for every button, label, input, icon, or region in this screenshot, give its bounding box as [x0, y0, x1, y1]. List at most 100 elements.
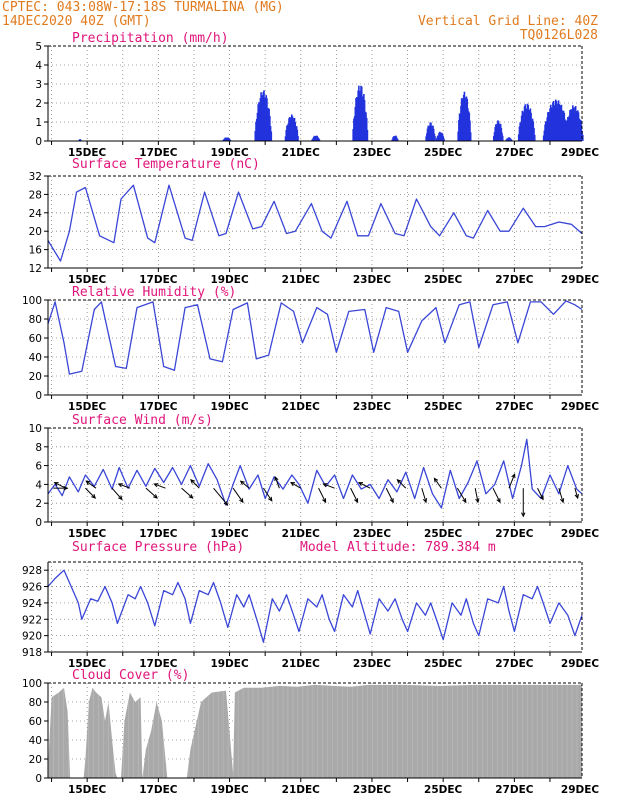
wind-vector-head [190, 478, 195, 484]
x-tick-label: 17DEC [139, 658, 178, 670]
wind-vector-head [188, 494, 194, 499]
panel-4: 918 920 922 924 926 928 15DEC 17DEC 19DEC 21DEC 23… [22, 540, 599, 670]
x-tick-label: 23DEC [353, 274, 392, 286]
y-tick-label: 0 [35, 517, 42, 529]
y-tick-label: 0 [35, 136, 42, 148]
x-tick-label: 29DEC [561, 658, 600, 670]
series-line [47, 184, 583, 262]
wind-vector [385, 487, 394, 503]
wind-vector [213, 487, 228, 506]
wind-vector [111, 487, 123, 500]
wind-vector-head [521, 512, 526, 518]
wind-vector-head [223, 500, 229, 506]
wind-vector-head [290, 482, 296, 487]
wind-vector-head [118, 495, 123, 501]
wind-vector-head [153, 483, 159, 488]
y-tick-label: 32 [29, 171, 42, 183]
wind-vector-head [462, 498, 467, 504]
panel-5: 0 20 40 60 80 100 15DEC 17DEC 19DEC 21DEC 23DEC 25D… [22, 668, 599, 796]
precip-bar [510, 139, 513, 141]
y-tick-label: 16 [29, 245, 43, 257]
y-tick-label: 40 [29, 735, 42, 747]
x-tick-label: 29DEC [561, 274, 600, 286]
x-tick-label: 19DEC [210, 274, 249, 286]
panel-3: 0 2 4 6 8 10 15DEC 17DEC 19DEC 21DEC 23DEC 25DEC 27D… [29, 413, 600, 540]
wind-vector [474, 488, 479, 503]
y-tick-label: 2 [35, 498, 42, 510]
y-tick-label: 920 [22, 631, 42, 643]
x-tick-label: 17DEC [139, 784, 178, 796]
x-tick-label: 19DEC [210, 401, 249, 413]
x-tick-label: 17DEC [139, 274, 178, 286]
precip-bar [582, 134, 584, 141]
wind-vector [323, 483, 335, 489]
wind-vector-head [560, 498, 565, 504]
y-tick-label: 20 [29, 226, 42, 238]
x-tick-label: 17DEC [139, 401, 178, 413]
x-tick-label: 25DEC [424, 274, 463, 286]
wind-vector-head [496, 498, 501, 504]
x-tick-label: 23DEC [353, 658, 392, 670]
x-tick-label: 29DEC [561, 147, 600, 159]
precip-bar [296, 129, 299, 141]
x-tick-label: 15DEC [68, 528, 107, 540]
panel-title: Surface Temperature (nC) [72, 157, 260, 172]
panel-title: Surface Pressure (hPa) [72, 540, 244, 555]
precip-bar [318, 139, 321, 141]
x-tick-label: 17DEC [139, 528, 178, 540]
x-tick-label: 29DEC [561, 401, 600, 413]
x-tick-label: 21DEC [282, 528, 321, 540]
wind-vector-head [357, 482, 363, 487]
wind-vector [397, 479, 407, 489]
wind-vector [54, 482, 67, 489]
wind-vector-head [539, 495, 544, 501]
x-tick-label: 21DEC [282, 274, 321, 286]
panel-title: Cloud Cover (%) [72, 668, 189, 683]
x-tick-label: 15DEC [68, 658, 107, 670]
x-tick-label: 21DEC [282, 401, 321, 413]
x-tick-label: 23DEC [353, 401, 392, 413]
wind-vector-head [274, 475, 279, 481]
wind-vector-head [239, 480, 245, 486]
y-tick-label: 24 [29, 208, 43, 220]
y-tick-label: 926 [22, 582, 42, 594]
y-tick-label: 60 [29, 333, 42, 345]
y-tick-label: 0 [35, 390, 42, 402]
x-tick-label: 27DEC [495, 784, 534, 796]
wind-vector [318, 487, 327, 503]
wind-vector-head [389, 498, 394, 504]
precip-bar [365, 117, 368, 141]
precip-bar [443, 138, 445, 141]
precip-bar [229, 139, 232, 141]
wind-vector [240, 480, 250, 489]
y-tick-label: 5 [35, 41, 42, 53]
y-tick-label: 3 [35, 79, 42, 91]
y-tick-label: 6 [35, 461, 42, 473]
x-tick-label: 15DEC [68, 401, 107, 413]
wind-vector [85, 487, 96, 499]
x-tick-label: 17DEC [139, 147, 178, 159]
x-tick-label: 25DEC [424, 658, 463, 670]
x-tick-label: 19DEC [210, 147, 249, 159]
grid-note-label: Vertical Grid Line: 40Z [417, 14, 598, 29]
y-tick-label: 20 [29, 371, 42, 383]
wind-vector [558, 488, 564, 503]
y-tick-label: 20 [29, 754, 42, 766]
x-tick-label: 25DEC [424, 147, 463, 159]
wind-vector [154, 483, 166, 489]
series-line [47, 438, 583, 509]
x-tick-label: 25DEC [424, 401, 463, 413]
x-tick-label: 21DEC [282, 658, 321, 670]
y-tick-label: 80 [29, 314, 42, 326]
y-tick-label: 100 [22, 678, 42, 690]
x-tick-label: 21DEC [282, 147, 321, 159]
y-tick-label: 4 [35, 479, 42, 491]
y-tick-label: 928 [22, 565, 42, 577]
wind-vector-head [396, 478, 402, 484]
y-tick-label: 924 [22, 598, 42, 610]
x-tick-label: 29DEC [561, 784, 600, 796]
cloud-cover-area [48, 684, 582, 778]
precip-bar [533, 134, 536, 141]
wind-vector [433, 478, 442, 489]
